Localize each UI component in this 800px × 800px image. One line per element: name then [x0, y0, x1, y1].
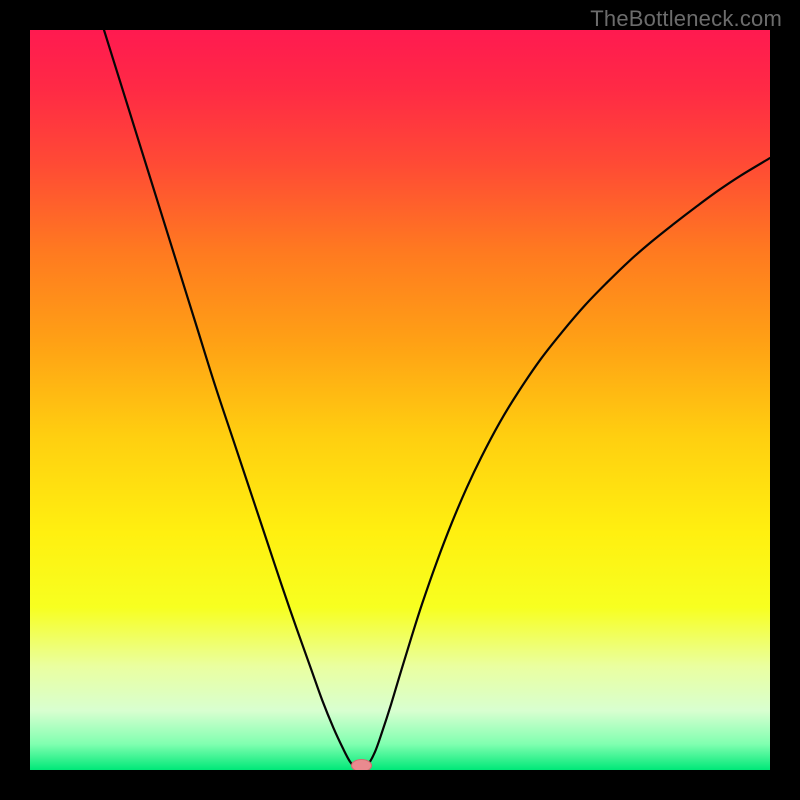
plot-area	[30, 30, 770, 770]
chart-frame: TheBottleneck.com	[0, 0, 800, 800]
watermark-text: TheBottleneck.com	[590, 6, 782, 32]
minimum-marker	[352, 760, 372, 770]
bottleneck-curve-chart	[30, 30, 770, 770]
gradient-background	[30, 30, 770, 770]
